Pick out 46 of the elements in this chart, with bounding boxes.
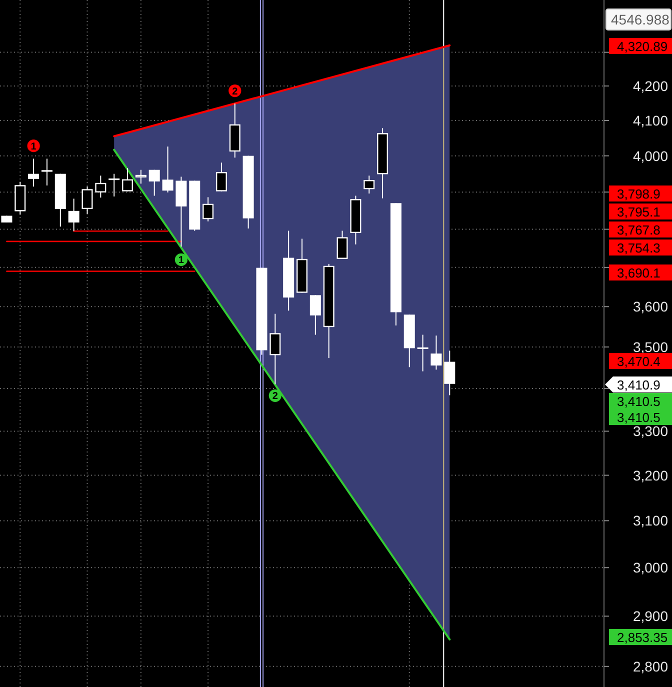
candlestick xyxy=(95,175,106,198)
text: 3,798.9 xyxy=(617,186,660,201)
y-tick-label: 3,600 xyxy=(632,298,668,315)
text: 3,410.9 xyxy=(617,377,660,392)
candlestick xyxy=(135,169,146,184)
candlestick xyxy=(40,158,54,186)
series-label: 2 xyxy=(232,86,238,97)
text: 3,410.5 xyxy=(617,394,660,408)
y-tick-label: 2,900 xyxy=(632,608,668,624)
candlestick xyxy=(364,175,375,194)
candlestick xyxy=(444,350,456,396)
y-tick-label: 4,000 xyxy=(632,148,668,164)
text: 3,470.4 xyxy=(617,354,660,368)
candlestick xyxy=(68,198,80,232)
candlestick xyxy=(162,146,174,193)
candlestick xyxy=(336,230,348,260)
candlestick xyxy=(108,173,120,197)
y-tick-label: 3,100 xyxy=(632,512,668,529)
y-tick-label: 3,200 xyxy=(632,467,668,484)
text: 4,320.89 xyxy=(617,38,668,54)
candlestick xyxy=(82,186,93,214)
candlestick xyxy=(202,196,214,222)
y-tick-label: 2,800 xyxy=(632,658,668,674)
text: 3,754.3 xyxy=(617,240,660,255)
y-tick-label: 4,200 xyxy=(632,78,668,94)
text: 2,853.35 xyxy=(617,630,668,644)
text: 3,410.5 xyxy=(617,410,660,424)
candlestick xyxy=(122,168,134,192)
candlestick xyxy=(430,335,442,370)
candlestick xyxy=(28,158,40,188)
y-tick-label: 3,500 xyxy=(632,338,668,355)
candlestick xyxy=(270,313,281,385)
series-label: 1 xyxy=(178,254,184,266)
y-tick-label: 4,100 xyxy=(632,112,668,128)
y-tick-label: 3,300 xyxy=(632,423,668,440)
candlestick xyxy=(148,169,160,196)
candlestick xyxy=(216,162,227,192)
series-label: 1 xyxy=(30,140,37,152)
candlestick xyxy=(416,334,430,372)
text: 3,795.1 xyxy=(617,204,660,219)
series-label: 2 xyxy=(272,390,278,402)
text: 3,767.8 xyxy=(617,222,660,237)
text: 4546.988 xyxy=(611,12,670,28)
candlestick xyxy=(310,294,321,336)
text: 3,690.1 xyxy=(617,265,660,280)
y-tick-label: 3,000 xyxy=(632,560,668,576)
